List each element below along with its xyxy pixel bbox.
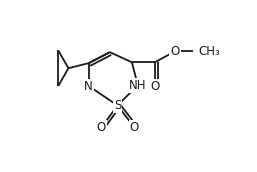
Text: O: O [170, 45, 180, 58]
Text: O: O [130, 121, 139, 134]
Text: O: O [97, 121, 106, 134]
Text: N: N [84, 79, 93, 93]
Text: S: S [114, 99, 121, 112]
Text: O: O [150, 79, 159, 93]
Text: CH₃: CH₃ [199, 45, 221, 58]
Text: NH: NH [129, 79, 146, 92]
